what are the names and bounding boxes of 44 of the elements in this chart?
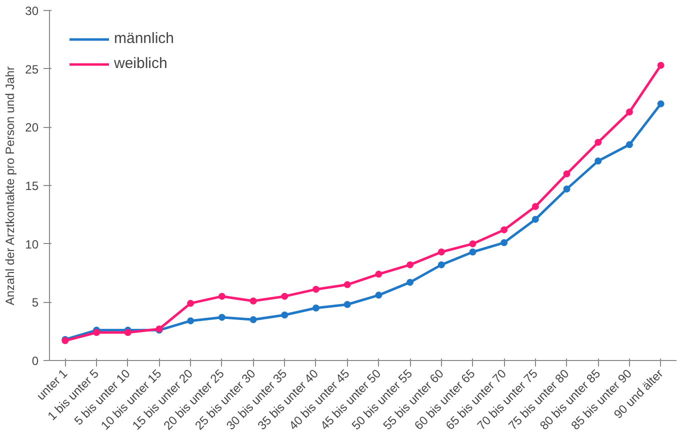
- point: [250, 316, 257, 324]
- legend-label: weiblich: [114, 55, 168, 72]
- y-tick-label: 25: [25, 62, 39, 76]
- point: [375, 270, 382, 278]
- point: [124, 329, 132, 336]
- point: [250, 298, 257, 304]
- point: [563, 170, 570, 178]
- point: [469, 248, 476, 256]
- y-tick-label: 0: [32, 354, 39, 368]
- point: [344, 301, 351, 308]
- point: [281, 292, 288, 300]
- point: [500, 239, 508, 246]
- point: [469, 240, 476, 248]
- point: [218, 292, 226, 300]
- point: [438, 248, 445, 256]
- point: [218, 314, 226, 321]
- point: [375, 292, 382, 299]
- point: [406, 261, 414, 268]
- point: [312, 286, 320, 293]
- point: [532, 216, 539, 223]
- point: [657, 62, 664, 69]
- point: [563, 186, 570, 192]
- legend-label: männlich: [114, 30, 174, 47]
- point: [657, 100, 664, 108]
- point: [594, 138, 602, 146]
- point: [594, 158, 602, 164]
- y-tick-label: 20: [25, 120, 39, 135]
- y-tick-label: 15: [25, 179, 39, 193]
- y-tick-label: 30: [25, 4, 39, 18]
- point: [187, 300, 194, 307]
- point: [500, 226, 508, 234]
- point: [312, 304, 320, 312]
- y-axis-title: Anzahl der Arztkontakte pro Person und Jahr: [3, 66, 18, 306]
- y-tick-label: 10: [25, 237, 39, 252]
- point: [406, 278, 414, 286]
- y-tick-label: 5: [32, 296, 39, 310]
- point: [344, 281, 351, 288]
- point: [93, 329, 100, 336]
- point: [626, 108, 633, 116]
- point: [281, 312, 288, 318]
- point: [438, 261, 445, 268]
- point: [532, 203, 539, 210]
- point: [187, 317, 194, 324]
- point: [626, 141, 633, 148]
